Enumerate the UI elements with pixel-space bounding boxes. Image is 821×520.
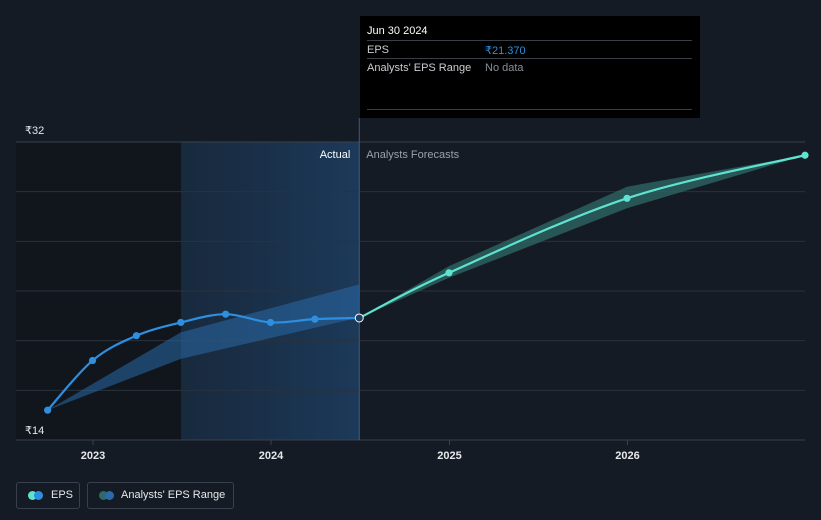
tooltip-eps-row: EPS ₹21.370 bbox=[367, 40, 692, 59]
eps-actual-point bbox=[88, 356, 97, 365]
eps-forecast-point bbox=[623, 194, 631, 202]
eps-actual-point bbox=[177, 318, 185, 327]
x-tick-label: 2026 bbox=[615, 450, 639, 462]
eps-point-highlighted bbox=[354, 313, 364, 323]
legend-range-label: Analysts' EPS Range bbox=[121, 489, 226, 501]
tooltip-divider bbox=[367, 109, 692, 110]
x-tick-label: 2024 bbox=[259, 450, 284, 462]
tooltip-eps-label: EPS bbox=[367, 44, 390, 56]
tooltip-eps-value: ₹21.370 bbox=[485, 45, 526, 57]
forecast-range-band bbox=[359, 155, 805, 318]
y-tick-label-top: ₹32 bbox=[25, 125, 44, 137]
tooltip-date: Jun 30 2024 bbox=[367, 25, 428, 37]
range-legend-icon bbox=[99, 491, 108, 500]
forecast-section-label: Analysts Forecasts bbox=[366, 149, 459, 161]
y-tick-label-bottom: ₹14 bbox=[25, 425, 44, 437]
tooltip-range-value: No data bbox=[485, 62, 524, 74]
tooltip-range-row: Analysts' EPS Range No data bbox=[367, 58, 692, 77]
x-tick-label: 2023 bbox=[81, 450, 105, 462]
actual-range-band bbox=[47, 284, 360, 411]
eps-forecast-line bbox=[358, 154, 806, 319]
tooltip-range-label: Analysts' EPS Range bbox=[367, 62, 472, 74]
eps-legend-icon-secondary bbox=[34, 491, 43, 500]
eps-forecast-point bbox=[445, 269, 453, 277]
eps-actual-point bbox=[311, 315, 319, 323]
hover-tooltip: Jun 30 2024 EPS ₹21.370 Analysts' EPS Ra… bbox=[360, 16, 700, 118]
eps-actual-point bbox=[266, 318, 275, 327]
range-legend-icon-secondary bbox=[105, 491, 114, 500]
legend-eps-button[interactable]: EPS bbox=[16, 482, 80, 509]
legend-range-button[interactable]: Analysts' EPS Range bbox=[87, 482, 234, 509]
eps-actual-point bbox=[222, 310, 230, 318]
eps-legend-icon bbox=[28, 491, 37, 500]
actual-section-label: Actual bbox=[320, 149, 351, 161]
eps-actual-point bbox=[44, 406, 52, 414]
eps-forecast-point bbox=[801, 151, 809, 159]
legend-eps-label: EPS bbox=[51, 489, 74, 501]
eps-actual-point bbox=[132, 332, 141, 340]
x-tick-label: 2025 bbox=[437, 450, 461, 462]
